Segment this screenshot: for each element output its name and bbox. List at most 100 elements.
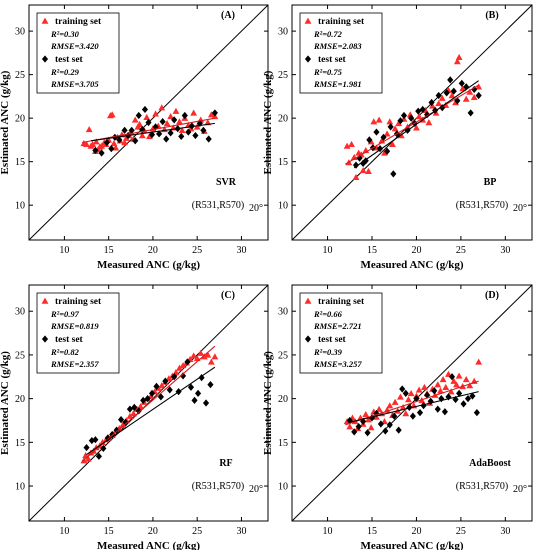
training-point: [367, 424, 375, 431]
training-point: [85, 126, 93, 133]
legend-test-marker: [41, 55, 49, 63]
test-point: [380, 133, 387, 141]
training-point: [143, 113, 151, 120]
legend-box: [299, 12, 383, 94]
test-point: [419, 105, 426, 114]
x-axis-title: Measured ANC (g/kg): [97, 540, 200, 550]
y-tick-label: 25: [278, 350, 288, 361]
training-point: [197, 349, 205, 356]
test-point: [171, 373, 178, 381]
band-annotation: (R531,R570): [192, 200, 245, 211]
test-point: [198, 374, 205, 382]
test-point: [441, 408, 448, 416]
training-point: [391, 398, 399, 405]
training-point: [190, 352, 198, 359]
training-point: [346, 423, 354, 430]
training-point: [158, 382, 166, 389]
test-rmse: RMSE=3.257: [313, 359, 362, 369]
training-point: [167, 113, 175, 120]
band-annotation-suffix: 20°: [249, 203, 263, 214]
training-point: [386, 118, 394, 125]
training-point: [158, 104, 166, 111]
x-axis-title: Measured ANC (g/kg): [360, 540, 463, 550]
training-point: [352, 173, 360, 181]
training-r2: R²=0.66: [313, 309, 343, 319]
chart-panel-c: 10 15 20 25 30 10 15 20 25 30 Measured ANC (g/kg) E…: [0, 284, 269, 550]
training-point: [98, 142, 105, 149]
training-point: [455, 372, 463, 379]
training-point: [179, 362, 187, 369]
chart-panel-a: 10 15 20 25 30 10 15 20 25 30 Measured ANC (g/kg) E…: [0, 4, 269, 271]
legend-test-marker: [41, 335, 49, 343]
training-point: [405, 396, 412, 403]
training-point: [193, 123, 201, 130]
test-r2: R²=0.82: [50, 347, 80, 357]
training-point: [343, 142, 351, 149]
x-tick-label: 15: [367, 526, 377, 537]
test-point: [122, 418, 129, 426]
test-point: [200, 126, 207, 134]
test-point: [159, 118, 166, 126]
training-point: [381, 149, 388, 156]
legend-training-label: training set: [318, 297, 365, 307]
legend-training-label: training set: [318, 17, 365, 27]
y-tick-label: 15: [278, 157, 288, 168]
test-point: [135, 407, 142, 415]
band-annotation-suffix: 20°: [513, 203, 527, 214]
test-point: [103, 138, 110, 147]
band-annotation: (R531,R570): [456, 481, 509, 492]
training-point: [92, 138, 100, 145]
legend-test-label: test set: [318, 55, 347, 65]
y-tick-label: 15: [15, 438, 25, 449]
x-tick-label: 25: [192, 245, 202, 256]
band-annotation: (R531,R570): [456, 200, 509, 211]
test-point: [191, 396, 198, 404]
x-tick-label: 25: [456, 245, 466, 256]
test-point: [431, 387, 438, 395]
test-point: [181, 111, 188, 120]
test-point: [360, 417, 367, 425]
test-point: [428, 98, 435, 107]
test-point: [128, 126, 135, 134]
legend-box: [36, 12, 120, 94]
training-point: [89, 140, 97, 147]
test-point: [397, 117, 404, 125]
training-point: [84, 455, 92, 462]
model-name: AdaBoost: [469, 458, 511, 469]
test-point: [399, 385, 406, 393]
training-point: [470, 93, 478, 100]
y-axis-title: Estimated ANC (g/kg): [262, 70, 274, 174]
test-point: [131, 403, 138, 411]
training-point: [108, 111, 116, 118]
test-point: [458, 79, 465, 87]
training-rmse: RMSE=2.083: [313, 41, 362, 51]
test-rmse: RMSE=2.357: [50, 359, 99, 369]
y-tick-label: 20: [15, 114, 25, 125]
test-point: [185, 128, 192, 136]
test-point: [377, 420, 384, 428]
training-point: [130, 410, 137, 417]
x-tick-label: 30: [500, 526, 510, 537]
test-point: [395, 426, 402, 434]
training-point: [429, 102, 436, 109]
x-tick-label: 15: [104, 526, 114, 537]
y-axis-title: Estimated ANC (g/kg): [0, 70, 11, 174]
training-point: [402, 410, 410, 417]
test-point: [135, 111, 142, 120]
training-point: [435, 99, 443, 107]
test-point: [205, 135, 212, 143]
test-point: [355, 423, 362, 431]
y-tick-label: 30: [15, 307, 25, 318]
y-tick-label: 20: [278, 114, 288, 125]
test-point: [92, 436, 99, 444]
model-name: SVR: [216, 177, 237, 188]
test-point: [187, 383, 195, 391]
training-point: [365, 416, 372, 423]
x-tick-label: 20: [148, 526, 158, 537]
x-tick-label: 30: [500, 245, 510, 256]
panel-label: (D): [485, 290, 499, 301]
test-point: [108, 145, 115, 153]
test-point: [166, 386, 173, 394]
test-point: [471, 85, 478, 94]
x-axis-title: Measured ANC (g/kg): [360, 259, 463, 271]
